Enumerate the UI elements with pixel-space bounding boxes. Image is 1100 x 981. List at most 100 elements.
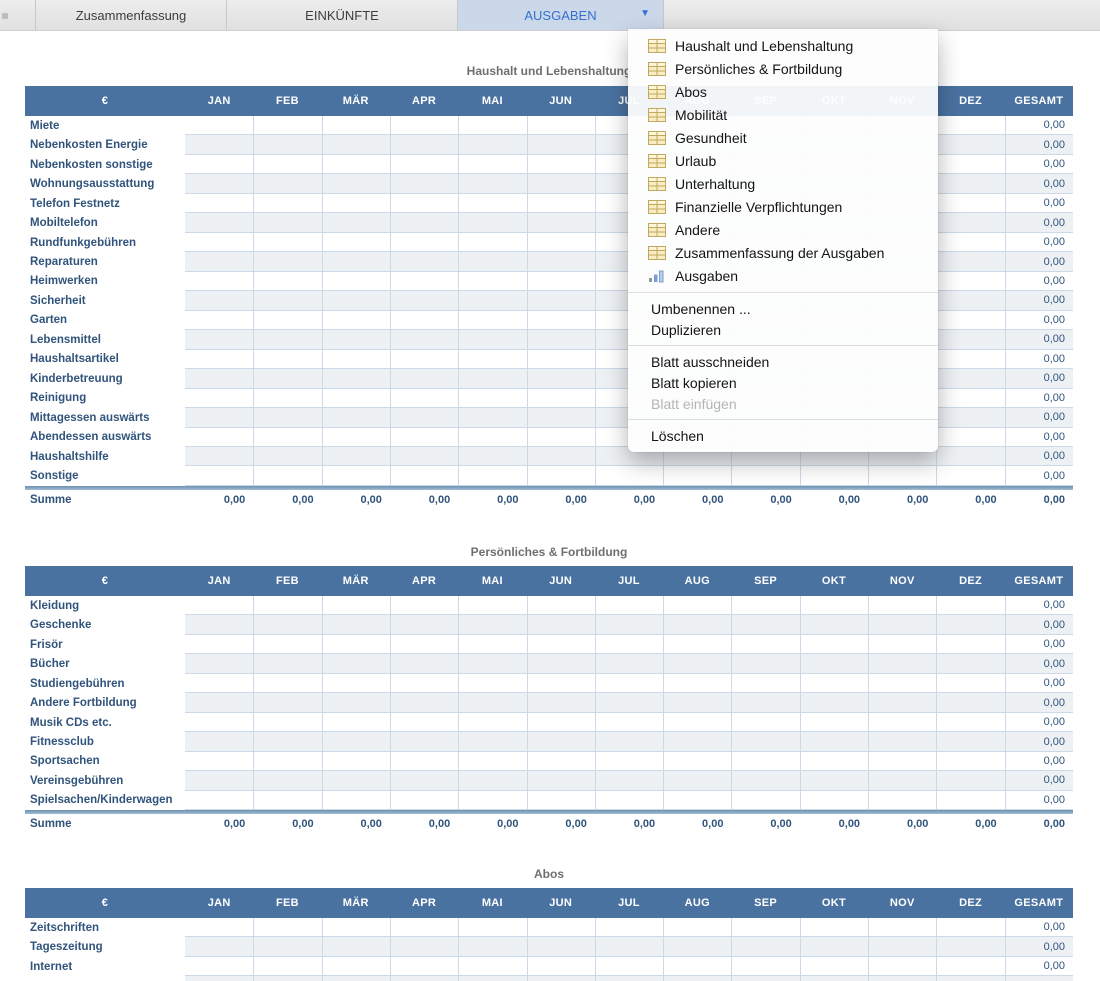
month-value-cell[interactable] [868,596,937,616]
month-value-cell[interactable] [936,751,1005,772]
month-value-cell[interactable] [389,673,459,694]
month-value-cell[interactable] [389,790,459,811]
month-value-cell[interactable] [321,693,390,713]
month-value-cell[interactable] [185,596,254,616]
month-value-cell[interactable] [185,976,254,981]
sum-label-cell[interactable]: Summe [30,818,72,831]
month-value-cell[interactable] [594,956,664,977]
month-value-cell[interactable] [321,154,390,175]
month-value-cell[interactable] [799,751,869,772]
month-value-cell[interactable] [389,937,459,957]
month-value-cell[interactable] [185,615,254,635]
row-total-cell[interactable]: 0,00 [1004,388,1073,409]
month-value-cell[interactable] [253,673,322,694]
month-header-sep[interactable]: SEP [754,897,778,909]
month-value-cell[interactable] [594,937,664,957]
month-value-cell[interactable] [253,918,322,938]
row-total-cell[interactable]: 0,00 [1004,291,1073,311]
month-value-cell[interactable] [868,693,937,713]
month-value-cell[interactable] [321,252,390,272]
row-label-cell[interactable]: Internet [30,960,73,973]
month-value-cell[interactable] [936,712,1005,733]
month-value-cell[interactable] [526,174,595,194]
month-value-cell[interactable] [526,466,595,486]
month-value-cell[interactable] [185,937,254,957]
month-value-cell[interactable] [185,174,254,194]
month-value-cell[interactable] [389,596,459,616]
month-value-cell[interactable] [526,615,595,635]
month-value-cell[interactable] [526,693,595,713]
sum-value-cell[interactable]: 0,00 [497,818,519,831]
month-value-cell[interactable] [253,976,322,981]
month-value-cell[interactable] [185,791,254,811]
month-value-cell[interactable] [526,732,595,752]
month-value-cell[interactable] [594,654,664,674]
month-value-cell[interactable] [458,408,527,428]
month-value-cell[interactable] [185,693,254,713]
row-total-cell[interactable]: 0,00 [1004,116,1073,136]
month-value-cell[interactable] [458,751,527,772]
sum-value-cell[interactable]: 0,00 [360,818,382,831]
row-label-cell[interactable]: Bücher [30,658,70,671]
month-value-cell[interactable] [253,446,322,467]
row-label-cell[interactable]: Wohnungsausstattung [30,178,155,191]
month-value-cell[interactable] [458,732,527,752]
row-label-cell[interactable]: Reinigung [30,392,87,405]
month-value-cell[interactable] [389,310,459,331]
month-value-cell[interactable] [458,291,527,311]
month-value-cell[interactable] [321,271,390,292]
month-value-cell[interactable] [936,116,1005,136]
month-value-cell[interactable] [185,213,254,233]
month-value-cell[interactable] [458,232,527,253]
month-value-cell[interactable] [936,232,1005,253]
month-value-cell[interactable] [663,615,732,635]
sum-value-cell[interactable]: 0,00 [223,493,246,506]
sum-value-cell[interactable]: 0,00 [702,493,724,506]
month-value-cell[interactable] [389,213,459,233]
month-value-cell[interactable] [526,213,595,233]
month-value-cell[interactable] [253,369,322,389]
menu-item-gesundheit[interactable]: Gesundheit [628,126,938,149]
sum-value-cell[interactable]: 0,00 [975,493,997,506]
month-value-cell[interactable] [321,330,390,350]
month-value-cell[interactable] [868,673,937,694]
month-value-cell[interactable] [253,596,322,616]
row-label-cell[interactable]: Geschenke [30,619,92,632]
row-label-cell[interactable]: Telefon Festnetz [30,197,120,210]
month-value-cell[interactable] [185,194,254,214]
month-value-cell[interactable] [185,369,254,389]
month-value-cell[interactable] [936,976,1005,981]
month-value-cell[interactable] [321,116,390,136]
month-value-cell[interactable] [799,634,869,655]
row-label-cell[interactable]: Lebensmittel [30,333,101,346]
row-total-cell[interactable]: 0,00 [1004,956,1073,977]
month-value-cell[interactable] [458,596,527,616]
month-value-cell[interactable] [321,732,390,752]
row-total-cell[interactable]: 0,00 [1004,252,1073,272]
sum-value-cell[interactable]: 0,00 [497,493,519,506]
month-value-cell[interactable] [321,232,390,253]
month-value-cell[interactable] [321,976,390,981]
month-value-cell[interactable] [936,388,1005,409]
month-value-cell[interactable] [799,918,869,938]
month-value-cell[interactable] [253,154,322,175]
month-header-mär[interactable]: MÄR [342,95,369,107]
month-value-cell[interactable] [526,956,595,977]
month-value-cell[interactable] [799,976,869,981]
month-value-cell[interactable] [458,673,527,694]
menu-item-blatt-ausschneiden[interactable]: Blatt ausschneiden [651,353,770,370]
month-value-cell[interactable] [185,408,254,428]
menu-item-unterhaltung[interactable]: Unterhaltung [628,172,938,195]
sum-value-cell[interactable]: 0,00 [223,818,246,831]
month-value-cell[interactable] [526,116,595,136]
row-total-cell[interactable]: 0,00 [1004,330,1073,350]
month-value-cell[interactable] [663,466,732,486]
month-value-cell[interactable] [185,752,254,772]
row-total-cell[interactable]: 0,00 [1004,135,1073,155]
row-total-cell[interactable]: 0,00 [1004,654,1073,674]
row-label-cell[interactable]: Frisör [30,638,63,651]
total-header-cell[interactable]: GESAMT [1014,95,1064,107]
month-value-cell[interactable] [389,918,459,938]
row-total-cell[interactable]: 0,00 [1004,771,1073,791]
month-value-cell[interactable] [526,446,595,467]
